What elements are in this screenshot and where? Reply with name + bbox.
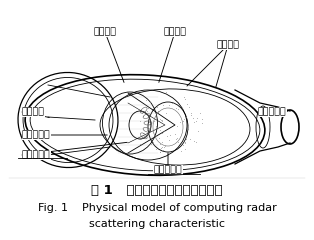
Text: 承力框架: 承力框架 xyxy=(22,108,45,116)
Text: 轴对称喷管: 轴对称喷管 xyxy=(258,108,287,116)
Text: Fig. 1    Physical model of computing radar: Fig. 1 Physical model of computing radar xyxy=(38,203,276,213)
Text: 波瓣混合器: 波瓣混合器 xyxy=(22,150,51,160)
Text: 加力筒体: 加力筒体 xyxy=(216,41,240,49)
Text: 图 1   雷达散射特性计算物理模型: 图 1 雷达散射特性计算物理模型 xyxy=(91,184,223,197)
Text: 涡轮叶片: 涡轮叶片 xyxy=(94,28,116,36)
Text: scattering characteristic: scattering characteristic xyxy=(89,219,225,229)
Text: 加力内锥: 加力内锥 xyxy=(164,28,187,36)
Text: 火焰稳定器: 火焰稳定器 xyxy=(154,166,182,174)
Text: 混合器筒体: 混合器筒体 xyxy=(22,131,51,139)
